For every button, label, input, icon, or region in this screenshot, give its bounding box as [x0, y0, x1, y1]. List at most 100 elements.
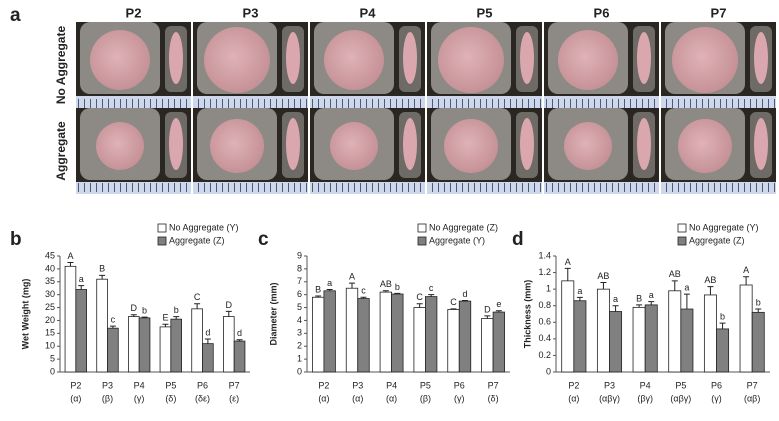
significance-letter: A [349, 271, 355, 281]
bar [345, 287, 359, 373]
bar [233, 340, 246, 373]
error-bar [743, 276, 750, 285]
x-tick-label: P4 [386, 380, 397, 390]
y-tick-label: 5 [297, 302, 302, 312]
bar [413, 307, 426, 373]
scaffold-side [169, 32, 183, 84]
scaffold [90, 30, 150, 90]
x-tick-sublabel: (α) [70, 393, 81, 403]
significance-letter: B [99, 264, 105, 274]
y-tick-label: 25 [45, 302, 55, 312]
scaffold-side [520, 118, 534, 170]
column-label: P4 [360, 5, 377, 20]
bar [632, 306, 646, 373]
bar [64, 265, 77, 373]
x-tick-sublabel: (β) [420, 393, 431, 403]
significance-letter: b [720, 311, 725, 321]
scaffold-side [169, 118, 183, 170]
ruler [661, 96, 776, 108]
legend-label: No Aggregate (Y) [689, 222, 759, 232]
x-tick-sublabel: (α) [386, 393, 397, 403]
legend-swatch [157, 223, 167, 233]
y-tick-label: 0.6 [538, 317, 551, 327]
scaffold [210, 119, 264, 173]
legend-swatch [417, 236, 427, 246]
significance-letter: d [462, 289, 467, 299]
bar [492, 311, 505, 373]
significance-letter: AB [669, 269, 681, 279]
bar [391, 293, 404, 373]
scaffold-side [286, 32, 300, 84]
ruler [427, 182, 542, 194]
error-bar [194, 303, 201, 309]
scaffold [444, 119, 498, 173]
bar [573, 300, 587, 373]
bar [703, 294, 717, 373]
error-bar [67, 261, 74, 267]
x-tick-sublabel: (ε) [229, 393, 239, 403]
significance-letter: E [162, 313, 168, 323]
error-bar [484, 315, 491, 319]
error-bar [428, 294, 435, 297]
significance-letter: AB [380, 279, 392, 289]
significance-letter: C [450, 297, 457, 307]
x-tick-label: P6 [454, 380, 465, 390]
significance-letter: b [142, 305, 147, 315]
significance-letter: D [226, 300, 233, 310]
legend-label: Aggregate (Z) [689, 235, 745, 245]
x-tick-label: P7 [747, 380, 758, 390]
significance-letter: B [636, 293, 642, 303]
y-tick-label: 2 [297, 341, 302, 351]
error-bar [315, 295, 322, 298]
y-tick-label: 1.2 [538, 267, 551, 277]
y-tick-label: 0 [546, 366, 551, 376]
bar [159, 326, 172, 373]
x-tick-label: P6 [197, 380, 208, 390]
bar [425, 296, 438, 373]
x-tick-sublabel: (αβγ) [599, 393, 620, 403]
significance-letter: A [67, 251, 73, 261]
x-tick-sublabel: (γ) [711, 393, 722, 403]
y-tick-label: 15 [45, 328, 55, 338]
bar [680, 308, 694, 373]
x-tick-sublabel: (αβγ) [670, 393, 691, 403]
bar [609, 311, 623, 373]
bar [458, 300, 472, 373]
significance-letter: C [416, 292, 423, 302]
error-bar [636, 304, 643, 308]
error-bar [600, 282, 607, 290]
legend-label: Aggregate (Y) [429, 235, 485, 245]
bar [357, 298, 370, 373]
error-bar [576, 296, 583, 301]
scaffold [678, 119, 732, 173]
error-bar [326, 289, 333, 291]
ruler [193, 96, 308, 108]
x-tick-label: P5 [420, 380, 431, 390]
significance-letter: b [174, 305, 179, 315]
x-tick-label: P2 [318, 380, 329, 390]
significance-letter: b [395, 282, 400, 292]
error-bar [564, 267, 571, 281]
error-bar [162, 323, 169, 327]
error-bar [495, 310, 502, 313]
x-tick-label: P2 [568, 380, 579, 390]
error-bar [99, 274, 106, 280]
column-label: P5 [477, 5, 493, 20]
bar [96, 278, 108, 373]
y-tick-label: 0.8 [538, 300, 551, 310]
column-label: P6 [594, 5, 610, 20]
significance-letter: c [429, 283, 434, 293]
significance-letter: b [756, 297, 761, 307]
bar [644, 304, 658, 373]
significance-letter: a [577, 286, 582, 296]
y-axis-title: Wet Weight (mg) [20, 279, 30, 350]
x-tick-sublabel: (δ) [165, 393, 176, 403]
scaffold [564, 122, 612, 170]
x-tick-sublabel: (α) [568, 393, 579, 403]
y-tick-label: 4 [297, 315, 302, 325]
significance-letter: d [205, 327, 210, 337]
x-tick-sublabel: (γ) [134, 393, 145, 403]
bar [312, 296, 325, 373]
legend-swatch [417, 223, 427, 233]
